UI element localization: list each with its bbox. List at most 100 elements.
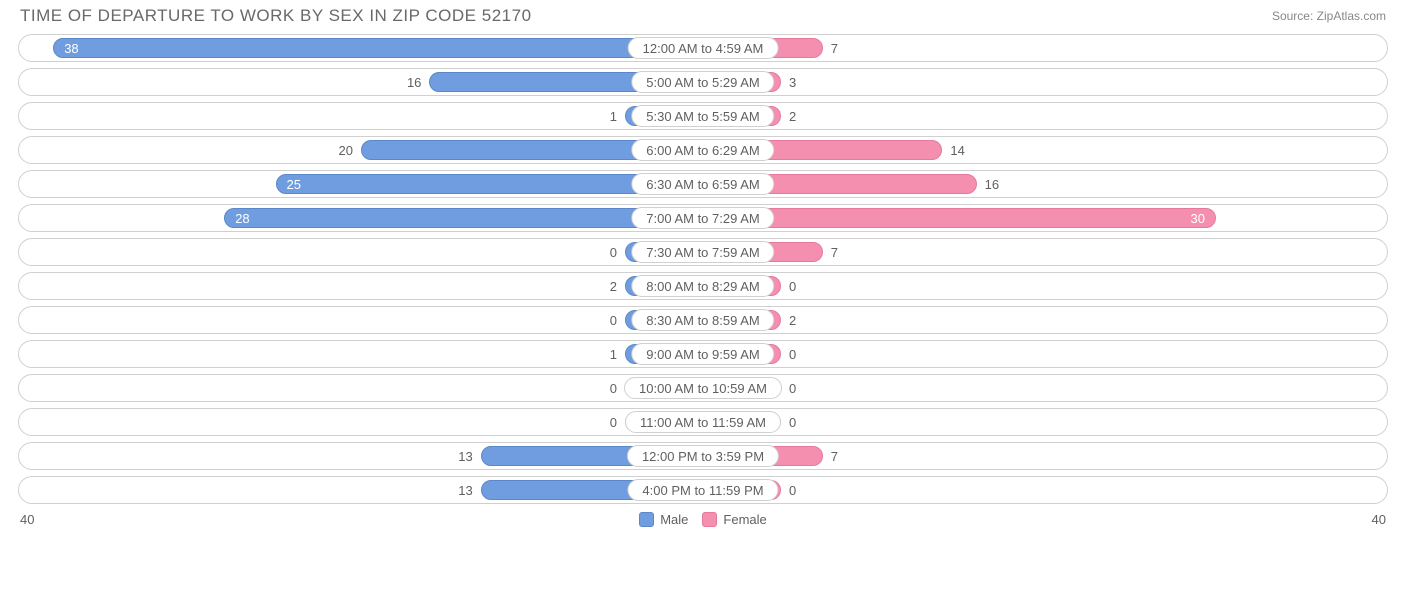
track-male: 0: [19, 307, 703, 333]
value-male: 1: [602, 109, 625, 124]
chart-title: TIME OF DEPARTURE TO WORK BY SEX IN ZIP …: [20, 6, 532, 26]
chart-row: 13 7 12:00 PM to 3:59 PM: [18, 442, 1388, 470]
bar-female: 30: [703, 208, 1216, 228]
category-label: 10:00 AM to 10:59 AM: [624, 377, 782, 399]
track-female: 0: [703, 477, 1387, 503]
track-female: 2: [703, 103, 1387, 129]
value-female: 2: [781, 313, 804, 328]
chart-row: 20 14 6:00 AM to 6:29 AM: [18, 136, 1388, 164]
track-female: 7: [703, 35, 1387, 61]
category-label: 6:00 AM to 6:29 AM: [631, 139, 774, 161]
value-male: 0: [602, 415, 625, 430]
legend-label-male: Male: [660, 512, 688, 527]
category-label: 11:00 AM to 11:59 AM: [625, 411, 781, 433]
track-male: 13: [19, 443, 703, 469]
chart-row: 1 0 9:00 AM to 9:59 AM: [18, 340, 1388, 368]
value-male: 2: [602, 279, 625, 294]
track-female: 14: [703, 137, 1387, 163]
track-male: 16: [19, 69, 703, 95]
track-female: 0: [703, 341, 1387, 367]
value-male: 0: [602, 381, 625, 396]
chart-row: 0 010:00 AM to 10:59 AM: [18, 374, 1388, 402]
track-male: 1: [19, 341, 703, 367]
category-label: 12:00 AM to 4:59 AM: [628, 37, 779, 59]
axis-max-right: 40: [1372, 512, 1386, 527]
chart-body: 38 7 12:00 AM to 4:59 AM 16 3 5:00 AM to 5:29…: [0, 30, 1406, 504]
track-male: 0: [19, 409, 703, 435]
track-male: 1: [19, 103, 703, 129]
track-male: 13: [19, 477, 703, 503]
swatch-male: [639, 512, 654, 527]
track-female: 16: [703, 171, 1387, 197]
legend-item-female: Female: [702, 512, 766, 527]
chart-row: 38 7 12:00 AM to 4:59 AM: [18, 34, 1388, 62]
chart-row: 0 2 8:30 AM to 8:59 AM: [18, 306, 1388, 334]
category-label: 6:30 AM to 6:59 AM: [631, 173, 774, 195]
value-male: 13: [450, 483, 480, 498]
category-label: 8:00 AM to 8:29 AM: [631, 275, 774, 297]
value-female: 16: [977, 177, 1007, 192]
chart-header: TIME OF DEPARTURE TO WORK BY SEX IN ZIP …: [0, 0, 1406, 30]
value-female: 3: [781, 75, 804, 90]
category-label: 7:30 AM to 7:59 AM: [631, 241, 774, 263]
value-female: 0: [781, 279, 804, 294]
legend: Male Female: [639, 512, 767, 527]
track-female: 0: [703, 375, 1387, 401]
value-female: 0: [781, 381, 804, 396]
category-label: 4:00 PM to 11:59 PM: [627, 479, 778, 501]
track-female: 0: [703, 273, 1387, 299]
track-female: 2: [703, 307, 1387, 333]
track-male: 25: [19, 171, 703, 197]
track-male: 0: [19, 375, 703, 401]
value-male: 1: [602, 347, 625, 362]
value-male: 28: [235, 211, 249, 226]
chart-row: 0 011:00 AM to 11:59 AM: [18, 408, 1388, 436]
chart-source: Source: ZipAtlas.com: [1272, 9, 1386, 23]
category-label: 8:30 AM to 8:59 AM: [631, 309, 774, 331]
track-female: 7: [703, 239, 1387, 265]
value-female: 7: [823, 41, 846, 56]
axis-max-left: 40: [20, 512, 34, 527]
chart-row: 0 7 7:30 AM to 7:59 AM: [18, 238, 1388, 266]
track-female: 3: [703, 69, 1387, 95]
value-male: 25: [287, 177, 301, 192]
value-female: 7: [823, 449, 846, 464]
track-male: 0: [19, 239, 703, 265]
track-male: 2: [19, 273, 703, 299]
chart-row: 2 0 8:00 AM to 8:29 AM: [18, 272, 1388, 300]
value-female: 30: [1191, 211, 1205, 226]
category-label: 5:00 AM to 5:29 AM: [631, 71, 774, 93]
track-male: 38: [19, 35, 703, 61]
chart-row: 13 04:00 PM to 11:59 PM: [18, 476, 1388, 504]
value-male: 0: [602, 313, 625, 328]
value-female: 0: [781, 483, 804, 498]
track-female: 0: [703, 409, 1387, 435]
track-male: 28: [19, 205, 703, 231]
legend-item-male: Male: [639, 512, 688, 527]
category-label: 9:00 AM to 9:59 AM: [631, 343, 774, 365]
chart-row: 16 3 5:00 AM to 5:29 AM: [18, 68, 1388, 96]
value-male: 20: [331, 143, 361, 158]
value-female: 14: [942, 143, 972, 158]
value-female: 2: [781, 109, 804, 124]
track-female: 7: [703, 443, 1387, 469]
value-female: 0: [781, 347, 804, 362]
value-male: 0: [602, 245, 625, 260]
chart-row: 25 16 6:30 AM to 6:59 AM: [18, 170, 1388, 198]
bar-male: 38: [53, 38, 703, 58]
category-label: 7:00 AM to 7:29 AM: [631, 207, 774, 229]
chart-row: 28 30 7:00 AM to 7:29 AM: [18, 204, 1388, 232]
value-male: 13: [450, 449, 480, 464]
track-male: 20: [19, 137, 703, 163]
legend-label-female: Female: [723, 512, 766, 527]
chart-footer: 40 Male Female 40: [0, 510, 1406, 527]
swatch-female: [702, 512, 717, 527]
category-label: 12:00 PM to 3:59 PM: [627, 445, 779, 467]
category-label: 5:30 AM to 5:59 AM: [631, 105, 774, 127]
value-male: 16: [399, 75, 429, 90]
track-female: 30: [703, 205, 1387, 231]
chart-row: 1 2 5:30 AM to 5:59 AM: [18, 102, 1388, 130]
value-female: 7: [823, 245, 846, 260]
value-female: 0: [781, 415, 804, 430]
value-male: 38: [64, 41, 78, 56]
